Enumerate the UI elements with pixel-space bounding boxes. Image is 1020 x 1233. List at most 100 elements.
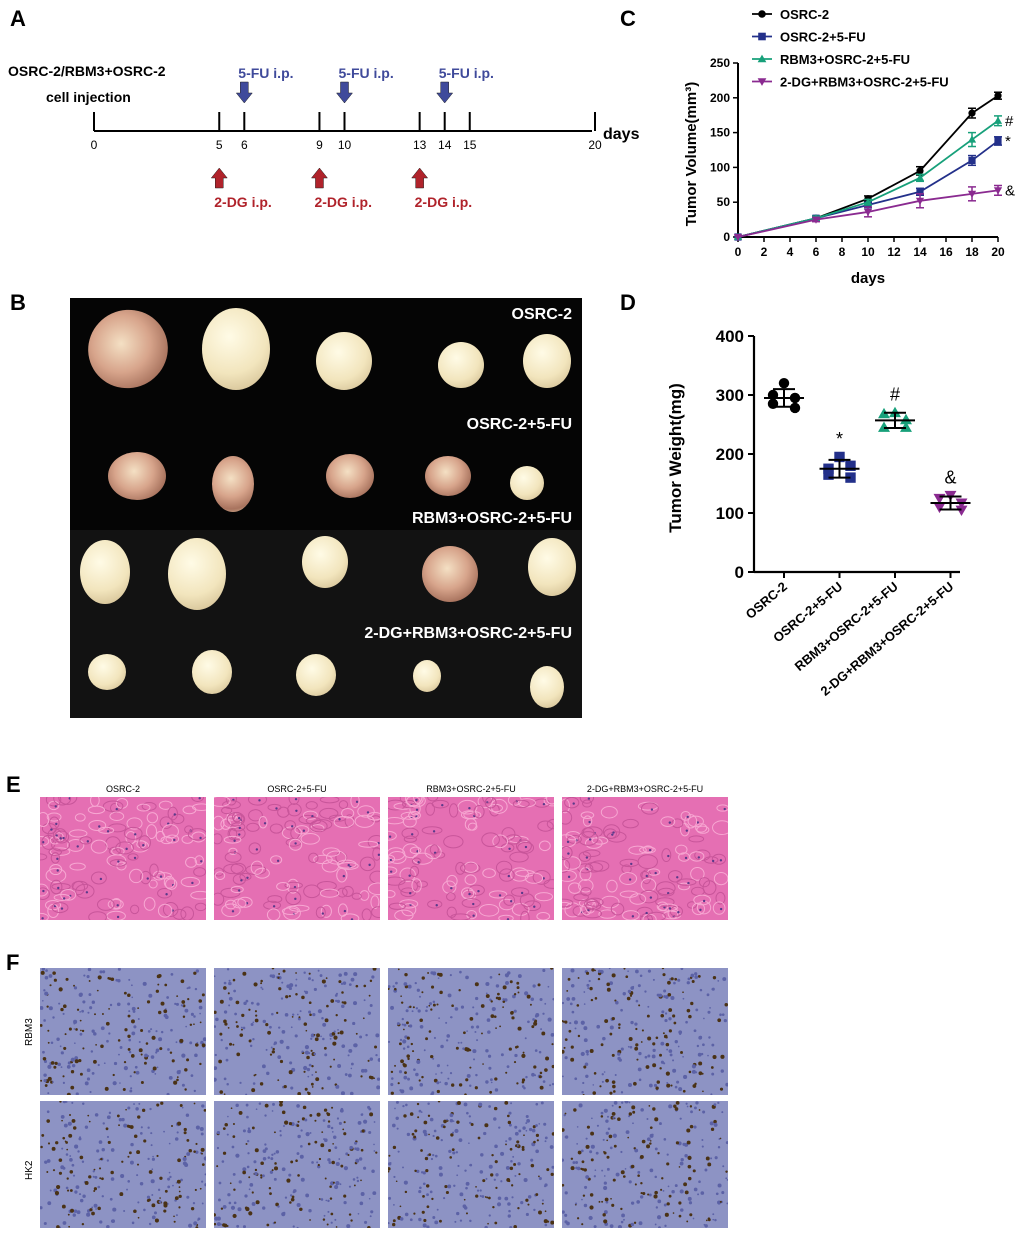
cell-nucleus: [61, 1204, 66, 1209]
cell-nucleus: [65, 1153, 69, 1156]
cell-nucleus: [214, 1077, 217, 1082]
cell-nucleus: [517, 1206, 520, 1210]
cell-nucleus: [666, 1082, 669, 1084]
tubule: [716, 804, 728, 812]
cell-nucleus: [562, 1128, 565, 1132]
cell-nucleus: [236, 1025, 239, 1028]
cell-nucleus: [239, 1081, 242, 1084]
tubule: [370, 895, 380, 909]
cell-nucleus: [611, 973, 616, 978]
cell-nucleus: [186, 1195, 190, 1199]
cell-nucleus: [507, 1114, 510, 1118]
cell-nucleus: [599, 1085, 602, 1088]
cell-nucleus: [412, 1006, 415, 1009]
cell-nucleus: [586, 1053, 589, 1056]
cell-nucleus: [193, 1015, 196, 1018]
cell-nucleus: [298, 1016, 301, 1019]
data-point: [993, 187, 1003, 195]
legend-label: 2-DG+RBM3+OSRC-2+5-FU: [780, 75, 949, 90]
cell-nucleus: [477, 1136, 481, 1140]
cell-nucleus: [99, 970, 103, 974]
data-point: [916, 167, 924, 175]
cell-nucleus: [199, 1187, 202, 1190]
cell-nucleus: [187, 998, 190, 1001]
y-tick-label: 200: [716, 445, 744, 464]
cell-nucleus: [254, 1010, 258, 1013]
cell-nucleus: [232, 978, 236, 982]
cell-nucleus: [647, 1193, 650, 1196]
cell-nucleus: [576, 1217, 580, 1220]
cell-nucleus: [176, 1131, 179, 1134]
cell-nucleus: [307, 977, 311, 981]
cell-nucleus: [41, 1134, 45, 1137]
cell-nucleus: [638, 1004, 641, 1007]
cell-nucleus: [504, 1101, 509, 1105]
cell-nucleus: [195, 1125, 200, 1130]
cell-nucleus: [62, 1012, 65, 1015]
cell-nucleus: [431, 1197, 434, 1201]
cell-nucleus: [159, 1176, 163, 1180]
cell-nucleus: [544, 1223, 548, 1227]
cell-nucleus: [199, 1062, 202, 1066]
tubule: [126, 817, 143, 830]
cell-nucleus: [581, 1149, 584, 1153]
timeline-tick-label: 9: [316, 138, 323, 152]
data-point: [733, 233, 743, 242]
tubule: [149, 863, 159, 877]
nucleus: [388, 835, 392, 838]
cell-nucleus: [295, 993, 298, 996]
cell-nucleus: [474, 1030, 477, 1033]
nucleus: [275, 807, 278, 810]
cell-nucleus: [710, 1127, 715, 1131]
cell-nucleus: [198, 999, 203, 1003]
cell-nucleus: [608, 968, 611, 970]
tubule: [388, 866, 398, 876]
cell-nucleus: [660, 1060, 664, 1064]
tumor-specimen: [528, 538, 576, 596]
cell-nucleus: [175, 1002, 179, 1006]
cell-nucleus: [658, 1226, 661, 1228]
cell-nucleus: [84, 1081, 89, 1086]
fu-injection-label: 5-FU i.p.: [339, 65, 394, 81]
cell-nucleus: [698, 1109, 701, 1111]
timeline-axis-label: days: [603, 126, 640, 143]
cell-nucleus: [203, 1108, 206, 1112]
cell-nucleus: [517, 974, 522, 978]
cell-nucleus: [721, 1013, 725, 1017]
cell-nucleus: [214, 1053, 217, 1057]
cell-nucleus: [343, 1001, 347, 1005]
cell-nucleus: [254, 1018, 259, 1023]
cell-nucleus: [118, 1118, 123, 1122]
cell-nucleus: [333, 1035, 338, 1040]
tubule: [141, 801, 157, 811]
tubule: [41, 822, 57, 835]
svg-text:HK2: HK2: [24, 1160, 35, 1180]
cell-nucleus: [359, 1035, 363, 1039]
cell-nucleus: [439, 1219, 442, 1223]
tubule: [191, 803, 206, 811]
tubule: [90, 871, 107, 885]
cell-nucleus: [474, 982, 479, 987]
tubule: [53, 893, 71, 901]
cell-nucleus: [393, 987, 397, 991]
tubule: [524, 872, 544, 884]
cell-nucleus: [544, 1140, 547, 1143]
cell-nucleus: [155, 1030, 158, 1033]
cell-nucleus: [156, 1066, 159, 1069]
cell-nucleus: [486, 1196, 489, 1199]
cell-nucleus: [395, 1116, 399, 1120]
cell-nucleus: [335, 1226, 338, 1228]
cell-nucleus: [260, 982, 263, 985]
tubule: [247, 797, 267, 806]
tubule: [520, 910, 530, 920]
cell-nucleus: [62, 1004, 67, 1009]
photo-label-rbm3-5fu: RBM3+OSRC-2+5-FU: [411, 510, 572, 527]
cell-nucleus: [687, 1164, 692, 1169]
cell-nucleus: [320, 1035, 322, 1038]
cell-nucleus: [193, 1023, 195, 1025]
cell-nucleus: [259, 1082, 264, 1086]
cell-nucleus: [343, 1194, 347, 1198]
cell-nucleus: [326, 1004, 329, 1008]
nucleus: [56, 869, 59, 872]
cell-nucleus: [185, 1025, 187, 1028]
